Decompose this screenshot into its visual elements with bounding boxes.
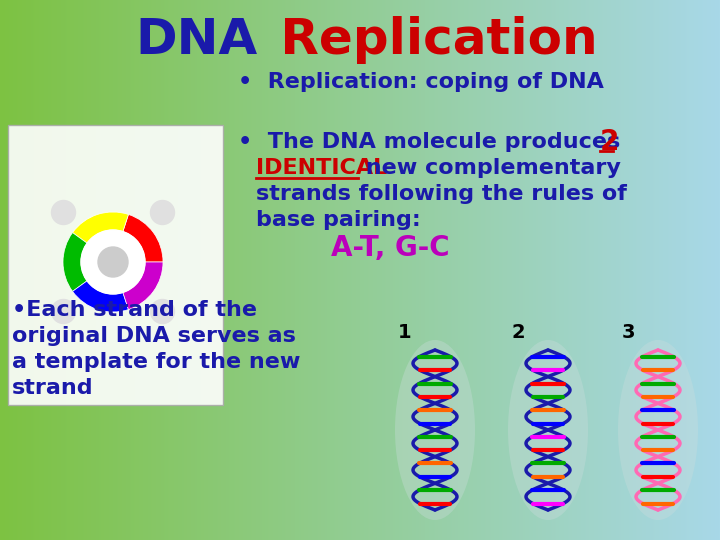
Text: DNA: DNA	[136, 16, 258, 64]
Text: Replication: Replication	[263, 16, 598, 64]
Circle shape	[52, 300, 76, 323]
Text: 3: 3	[621, 323, 635, 342]
Wedge shape	[63, 233, 87, 292]
Circle shape	[150, 300, 174, 323]
Circle shape	[81, 230, 145, 294]
Text: original DNA serves as: original DNA serves as	[12, 326, 296, 346]
Circle shape	[150, 200, 174, 225]
Ellipse shape	[618, 340, 698, 520]
Text: strand: strand	[12, 378, 94, 398]
Text: •  Replication: coping of DNA: • Replication: coping of DNA	[238, 72, 604, 92]
Text: a template for the new: a template for the new	[12, 352, 300, 372]
Text: new complementary: new complementary	[358, 158, 621, 178]
Wedge shape	[123, 262, 163, 309]
Wedge shape	[73, 212, 128, 243]
Text: 2: 2	[511, 323, 525, 342]
Circle shape	[98, 247, 128, 277]
Wedge shape	[123, 214, 163, 262]
Text: •Each strand of the: •Each strand of the	[12, 300, 257, 320]
Text: IDENTICAL: IDENTICAL	[256, 158, 387, 178]
Circle shape	[52, 200, 76, 225]
Ellipse shape	[508, 340, 588, 520]
Text: 1: 1	[398, 323, 412, 342]
Ellipse shape	[395, 340, 475, 520]
Text: base pairing:: base pairing:	[256, 210, 420, 230]
FancyBboxPatch shape	[8, 125, 223, 405]
Text: A-T, G-C: A-T, G-C	[330, 234, 449, 262]
Text: •  The DNA molecule produces: • The DNA molecule produces	[238, 132, 644, 152]
Text: strands following the rules of: strands following the rules of	[256, 184, 627, 204]
Wedge shape	[73, 281, 128, 312]
Text: 2: 2	[600, 128, 619, 156]
